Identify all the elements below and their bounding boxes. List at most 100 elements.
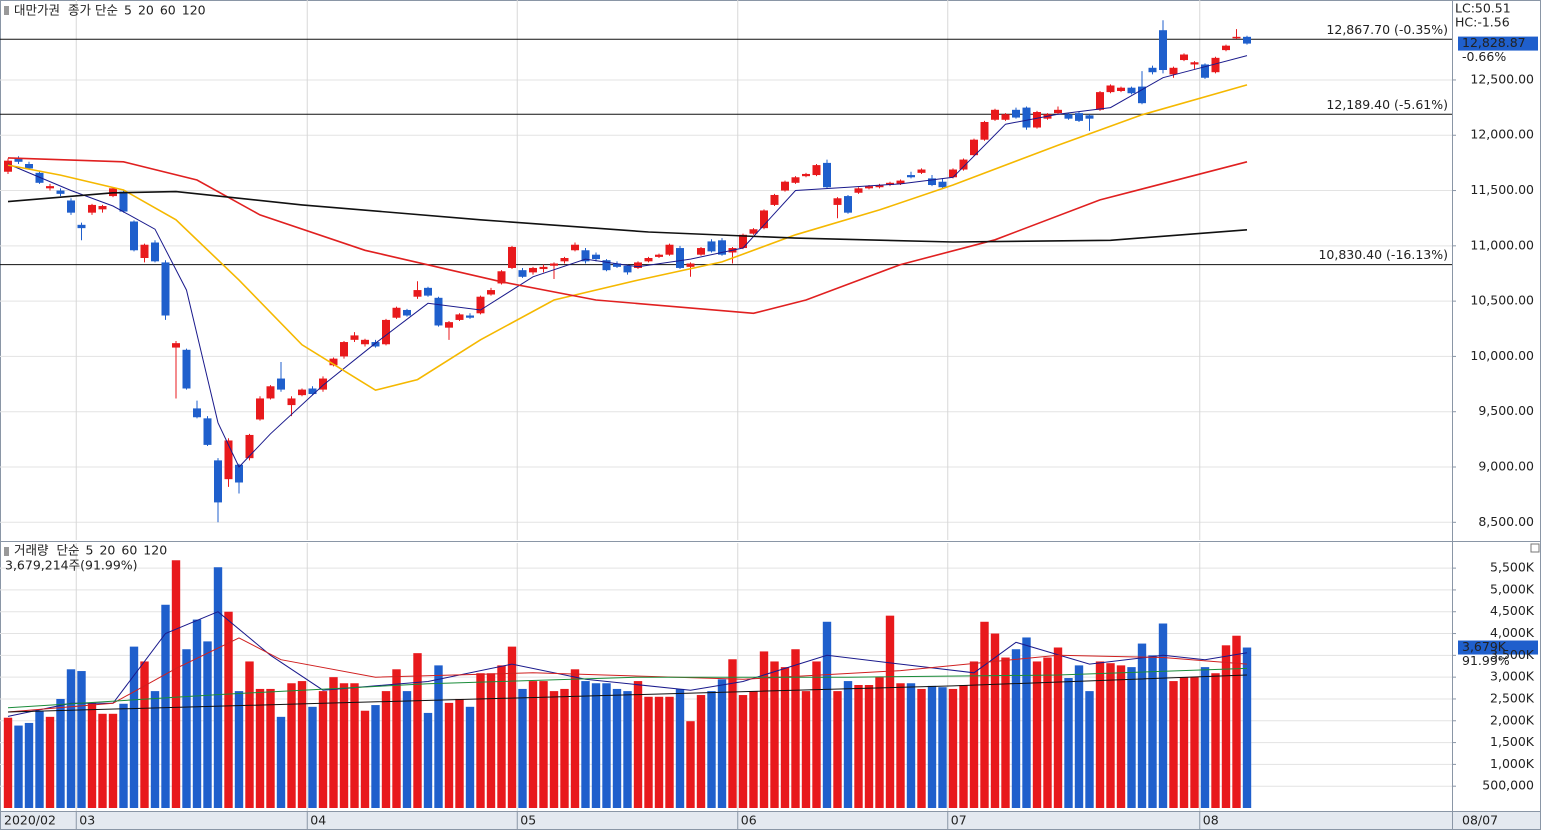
candle-body: [340, 342, 348, 357]
y-tick-label: 3,000K: [1490, 669, 1535, 684]
moving-average: [7, 637, 1248, 713]
candle-body: [1054, 109, 1062, 114]
volume-bar: [665, 696, 674, 808]
legend-icon: [4, 6, 9, 15]
candle-body: [266, 386, 275, 399]
candle-body: [655, 254, 663, 257]
panel-button[interactable]: [1530, 543, 1540, 553]
volume-bar: [791, 649, 800, 808]
y-tick-label: 3,500K: [1490, 647, 1535, 662]
volume-bar: [875, 677, 884, 808]
candle-body: [1117, 87, 1125, 92]
volume-bar: [591, 683, 601, 808]
volume-bar: [959, 685, 968, 808]
candle-body: [602, 260, 611, 271]
candle-body: [508, 246, 516, 268]
volume-bar: [749, 691, 758, 808]
last-price-label: 12,828.87: [1462, 35, 1526, 50]
candle-body: [1012, 109, 1020, 118]
volume-bar: [108, 713, 118, 808]
candle-body: [67, 200, 75, 213]
candle-body: [1106, 85, 1115, 93]
candle-body: [1127, 87, 1136, 94]
y-tick-label: 1,000K: [1490, 756, 1535, 771]
candle-body: [749, 229, 758, 234]
volume-bar: [927, 685, 937, 808]
volume-bar: [150, 691, 160, 808]
corner-label: LC:50.51: [1455, 1, 1511, 16]
legend-label: 120: [143, 543, 167, 558]
candle-body: [1096, 92, 1104, 110]
volume-bar: [906, 683, 916, 808]
volume-bar: [1232, 635, 1241, 808]
candle-body: [308, 388, 317, 395]
candle-body: [466, 315, 474, 318]
candle-body: [329, 358, 338, 366]
candle-body: [770, 194, 779, 205]
candle-body: [760, 210, 768, 229]
y-tick-label: 11,000.00: [1470, 237, 1534, 252]
volume-bar: [486, 673, 496, 808]
candle-body: [644, 258, 653, 262]
candle-body: [140, 244, 149, 259]
volume-bar: [14, 725, 23, 808]
candle-body: [623, 265, 632, 273]
candle-body: [959, 159, 968, 170]
candle-body: [518, 270, 527, 277]
candle-body: [98, 206, 107, 210]
y-tick-label: 4,000K: [1490, 625, 1535, 640]
volume-bar: [581, 681, 590, 808]
volume-bar: [266, 688, 275, 808]
y-tick-label: 2,000K: [1490, 712, 1535, 727]
x-tick-label: 06: [741, 813, 757, 828]
legend-label: 20: [99, 543, 115, 558]
candle-body: [1022, 107, 1031, 128]
y-tick-label: 5,000K: [1490, 581, 1535, 596]
candle-body: [718, 240, 726, 255]
volume-bar: [423, 712, 433, 808]
candle-body: [1211, 57, 1220, 73]
candle-body: [14, 158, 23, 162]
volume-bar: [77, 671, 86, 808]
candle-body: [445, 322, 453, 328]
y-tick-label: 9,500.00: [1478, 403, 1534, 418]
volume-bar: [549, 691, 559, 808]
reference-label: 10,830.40 (-16.13%): [1318, 247, 1448, 262]
volume-bar: [87, 702, 97, 808]
volume-bar: [812, 661, 821, 808]
volume-bar: [759, 651, 769, 808]
candle-body: [1180, 54, 1188, 61]
candle-body: [1190, 62, 1199, 65]
candle-body: [287, 398, 296, 406]
candle-body: [949, 169, 957, 178]
volume-bar: [119, 703, 128, 808]
volume-bar: [801, 691, 811, 808]
legend-label: 60: [121, 543, 137, 558]
volume-bar: [203, 641, 212, 808]
candle-body: [1064, 114, 1073, 119]
candle-body: [697, 248, 705, 255]
candle-body: [529, 267, 537, 273]
last-price-sub: -0.66%: [1462, 49, 1506, 64]
volume-bar: [234, 691, 244, 808]
volume-bar: [539, 681, 548, 808]
volume-bar: [402, 691, 412, 808]
volume-bar: [360, 710, 370, 808]
volume-bar: [623, 691, 632, 808]
volume-bar: [339, 683, 349, 808]
volume-bar: [213, 567, 223, 808]
y-tick-label: 12,000.00: [1470, 127, 1534, 142]
y-tick-label: 10,000.00: [1470, 348, 1534, 363]
candle-body: [739, 234, 747, 249]
volume-bar: [1064, 678, 1073, 808]
reference-label: 12,189.40 (-5.61%): [1326, 97, 1448, 112]
candle-body: [907, 175, 915, 178]
y-tick-label: 12,500.00: [1470, 71, 1534, 86]
candle-body: [277, 378, 285, 390]
date-strip: [0, 811, 1541, 830]
volume-bar: [1221, 645, 1231, 808]
volume-bar: [308, 706, 317, 808]
candle-body: [35, 172, 44, 183]
legend-label: 120: [182, 3, 206, 18]
